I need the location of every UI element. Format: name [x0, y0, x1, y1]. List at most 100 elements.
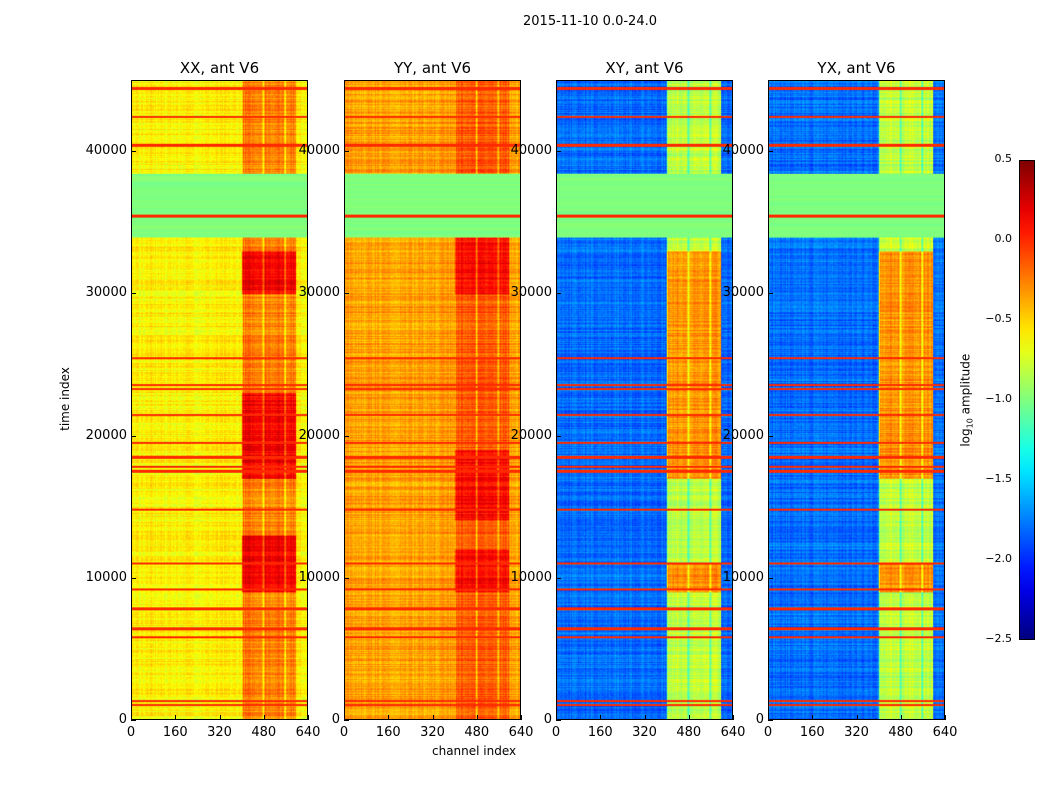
y-tick-label: 10000: [510, 569, 552, 585]
figure-title: 2015-11-10 0.0-24.0: [523, 14, 657, 29]
x-tick-label: 480: [251, 725, 277, 740]
x-tick-mark: [521, 715, 522, 720]
x-axis-label: channel index: [432, 744, 517, 758]
heatmap-panel: [768, 80, 945, 720]
y-tick-label: 0: [331, 712, 340, 727]
y-tick-mark: [768, 435, 773, 437]
colorbar-tick-label: 0.0: [994, 232, 1013, 245]
heatmap-cells: [132, 81, 307, 719]
y-tick-label: 40000: [85, 143, 127, 159]
y-axis-label: time index: [57, 367, 72, 431]
x-tick-mark: [945, 715, 946, 720]
colorbar-tick-label: −2.0: [985, 552, 1012, 565]
x-tick-label: 160: [162, 725, 188, 740]
y-tick-mark: [768, 293, 773, 295]
y-tick-mark: [768, 577, 773, 579]
y-tick-label: 30000: [298, 285, 340, 301]
y-tick-mark: [344, 435, 349, 437]
x-tick-mark: [812, 715, 814, 720]
panel-title: YX, ant V6: [817, 59, 896, 77]
y-tick-mark: [556, 293, 561, 295]
x-tick-label: 160: [375, 725, 401, 740]
x-tick-mark: [556, 715, 557, 720]
y-tick-label: 10000: [722, 569, 764, 585]
x-tick-mark: [768, 715, 769, 720]
heatmap-cells: [345, 81, 520, 719]
heatmap-panel: [344, 80, 521, 720]
x-tick-label: 0: [126, 725, 136, 740]
y-tick-mark: [768, 151, 773, 153]
x-tick-mark: [219, 715, 221, 720]
y-tick-mark: [131, 151, 136, 153]
y-tick-label: 10000: [85, 569, 127, 585]
x-tick-mark: [432, 715, 434, 720]
colorbar-tick-label: −1.5: [985, 472, 1012, 485]
y-tick-mark: [556, 720, 561, 721]
y-tick-mark: [131, 293, 136, 295]
y-tick-mark: [344, 293, 349, 295]
x-tick-label: 320: [420, 725, 445, 740]
x-tick-mark: [131, 715, 132, 720]
y-tick-mark: [556, 435, 561, 437]
x-tick-mark: [733, 715, 734, 720]
panel-title: XX, ant V6: [179, 59, 260, 77]
x-tick-label: 320: [207, 725, 232, 740]
y-tick-mark: [556, 151, 561, 153]
x-tick-label: 0: [551, 725, 561, 740]
panel-title: YY, ant V6: [393, 59, 471, 77]
y-tick-label: 20000: [298, 427, 340, 443]
heatmap-cells: [769, 81, 944, 719]
x-tick-label: 320: [844, 725, 869, 740]
x-tick-label: 160: [799, 725, 825, 740]
x-tick-mark: [900, 715, 902, 720]
y-tick-mark: [344, 577, 349, 579]
x-tick-mark: [856, 715, 858, 720]
y-tick-mark: [556, 577, 561, 579]
y-tick-label: 30000: [722, 285, 764, 301]
y-tick-label: 40000: [510, 143, 552, 159]
heatmap-panel: [131, 80, 308, 720]
x-tick-mark: [263, 715, 265, 720]
x-tick-mark: [344, 715, 345, 720]
x-tick-label: 480: [464, 725, 490, 740]
y-tick-label: 0: [755, 712, 764, 727]
x-tick-label: 160: [587, 725, 613, 740]
x-tick-label: 0: [763, 725, 773, 740]
y-tick-mark: [131, 577, 136, 579]
x-tick-label: 480: [888, 725, 914, 740]
x-tick-mark: [476, 715, 478, 720]
x-tick-label: 480: [676, 725, 702, 740]
x-tick-mark: [308, 715, 309, 720]
x-tick-mark: [600, 715, 602, 720]
x-tick-label: 0: [339, 725, 349, 740]
y-tick-label: 20000: [510, 427, 552, 443]
x-tick-label: 640: [720, 725, 746, 740]
y-tick-label: 10000: [298, 569, 340, 585]
y-tick-label: 0: [118, 712, 127, 727]
x-tick-label: 640: [932, 725, 958, 740]
x-tick-mark: [388, 715, 390, 720]
colorbar-tick-label: −0.5: [985, 312, 1012, 325]
x-tick-mark: [644, 715, 646, 720]
x-tick-mark: [688, 715, 690, 720]
y-tick-label: 30000: [510, 285, 552, 301]
y-tick-mark: [768, 720, 773, 721]
y-tick-label: 0: [543, 712, 552, 727]
y-tick-label: 30000: [85, 285, 127, 301]
colorbar-tick-label: −1.0: [985, 392, 1012, 405]
y-tick-mark: [131, 435, 136, 437]
y-tick-mark: [344, 720, 349, 721]
y-tick-label: 20000: [85, 427, 127, 443]
y-tick-label: 40000: [298, 143, 340, 159]
heatmap-panel: [556, 80, 733, 720]
x-tick-label: 640: [295, 725, 321, 740]
y-tick-label: 40000: [722, 143, 764, 159]
y-tick-mark: [131, 720, 136, 721]
y-tick-mark: [344, 151, 349, 153]
x-tick-label: 640: [508, 725, 534, 740]
y-tick-label: 20000: [722, 427, 764, 443]
x-tick-mark: [175, 715, 177, 720]
colorbar-tick-label: −2.5: [985, 632, 1012, 645]
colorbar-tick-label: 0.5: [994, 152, 1013, 165]
colorbar: [1019, 160, 1035, 640]
